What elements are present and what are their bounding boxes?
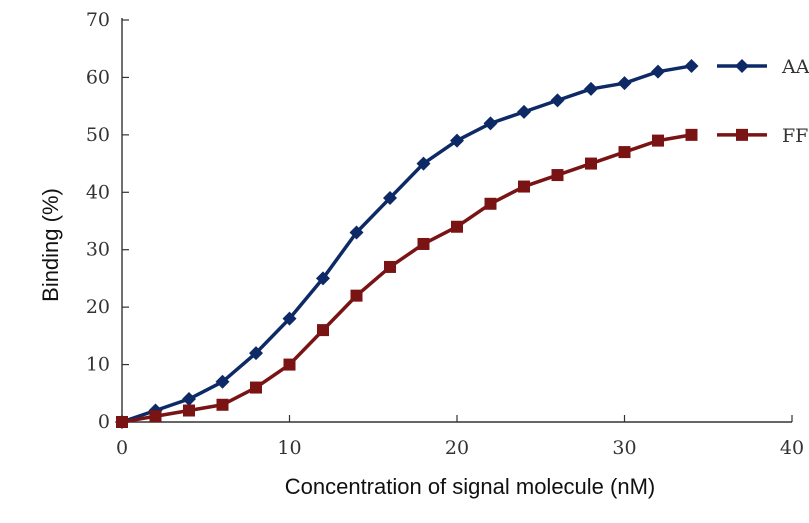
y-tick-label: 50 <box>86 124 110 146</box>
data-point-aa <box>416 156 431 171</box>
ticks: 0 10 20 30 40 50 60 70 0 10 20 30 40 <box>86 9 804 459</box>
data-point-aa <box>249 346 263 361</box>
data-point-ff <box>384 260 396 273</box>
data-point-ff <box>652 134 664 147</box>
legend-label: AA <box>781 56 809 78</box>
data-point-ff <box>518 180 530 193</box>
data-point-ff <box>451 220 463 233</box>
data-point-ff <box>585 157 597 170</box>
y-axis-title: Binding (%) <box>38 188 63 302</box>
data-point-aa <box>483 116 498 131</box>
x-tick-label: 30 <box>612 437 636 459</box>
series-aa <box>115 58 699 429</box>
series-line-aa <box>121 64 692 424</box>
data-point-ff <box>183 404 195 417</box>
data-point-ff <box>149 410 162 423</box>
legend-marker <box>736 128 748 141</box>
series-layer <box>115 58 699 429</box>
data-point-aa <box>517 104 531 119</box>
data-point-ff <box>216 398 229 411</box>
y-tick-label: 40 <box>86 181 110 203</box>
y-tick-label: 20 <box>86 296 110 318</box>
series-ff <box>116 128 698 428</box>
data-point-ff <box>484 197 497 210</box>
data-point-ff <box>417 237 430 250</box>
data-point-ff <box>685 128 698 141</box>
data-point-aa <box>584 81 598 96</box>
data-point-aa <box>316 271 330 286</box>
legend-marker <box>735 58 749 73</box>
x-tick-label: 0 <box>116 437 128 459</box>
y-tick-label: 60 <box>86 66 110 88</box>
y-tick-label: 10 <box>86 354 110 376</box>
legend-item-ff: FF <box>717 125 808 147</box>
legend-label: FF <box>782 125 808 147</box>
data-point-ff <box>618 146 631 159</box>
data-point-aa <box>651 64 665 79</box>
data-point-ff <box>317 324 329 337</box>
legend-item-aa: AA <box>717 56 809 78</box>
data-point-aa <box>282 311 297 326</box>
data-point-ff <box>116 416 128 428</box>
data-point-aa <box>383 191 397 206</box>
data-point-aa <box>617 76 632 91</box>
y-tick-label: 70 <box>86 9 110 31</box>
data-point-aa <box>684 58 699 73</box>
data-point-ff <box>250 381 262 394</box>
data-point-aa <box>450 133 464 148</box>
y-tick-label: 0 <box>98 411 110 433</box>
x-tick-label: 20 <box>445 437 469 459</box>
y-tick-label: 30 <box>86 239 110 261</box>
data-point-ff <box>551 169 564 182</box>
data-point-aa <box>182 392 196 407</box>
series-line-ff <box>121 133 692 424</box>
axes <box>121 18 792 423</box>
data-point-aa <box>550 93 565 108</box>
data-point-ff <box>350 289 363 302</box>
x-tick-label: 10 <box>277 437 301 459</box>
data-point-aa <box>215 374 230 389</box>
x-axis-title: Concentration of signal molecule (nM) <box>285 474 656 499</box>
x-tick-label: 40 <box>780 437 804 459</box>
legend: AA FF <box>717 56 809 147</box>
data-point-ff <box>283 358 296 371</box>
data-point-aa <box>349 225 364 240</box>
